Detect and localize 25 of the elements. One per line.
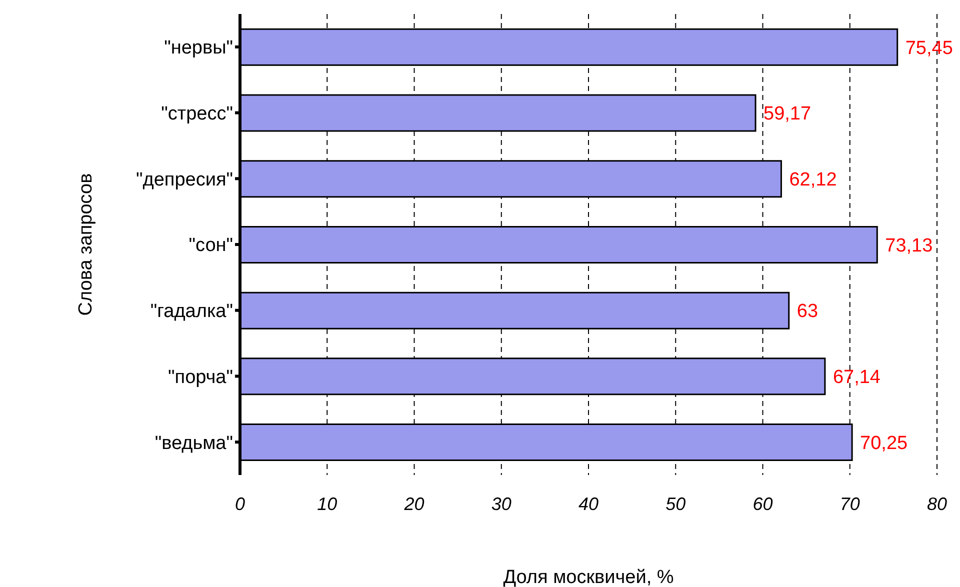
x-tick-label: 60 [752, 494, 773, 514]
data-label: 63 [796, 301, 818, 322]
y-tick-label: "нервы" [164, 38, 233, 59]
data-label: 59,17 [764, 104, 812, 125]
y-tick-label: "гадалка" [150, 301, 233, 322]
data-label: 73,13 [885, 235, 933, 256]
data-label: 62,12 [789, 170, 837, 191]
x-tick-label: 50 [666, 494, 686, 514]
y-tick-label: "сон" [188, 235, 233, 256]
y-tick-label: "порча" [168, 366, 233, 388]
data-label: 70,25 [860, 432, 908, 454]
x-tick-label: 10 [317, 494, 338, 514]
x-tick-label: 40 [578, 494, 599, 514]
x-axis-title: Доля москвичей, % [503, 567, 674, 587]
y-axis-title: Слова запросов [76, 173, 97, 316]
data-label: 75,45 [905, 38, 953, 59]
x-tick-label: 70 [840, 494, 860, 514]
x-tick-label: 30 [491, 494, 512, 514]
x-tick-label: 80 [926, 494, 948, 514]
x-tick-label: 0 [234, 494, 246, 514]
data-label: 67,14 [832, 367, 881, 388]
y-tick-label: "депресия" [136, 169, 233, 190]
y-tick-label: "ведьма" [154, 432, 233, 454]
x-tick-label: 20 [403, 494, 424, 514]
y-tick-label: "стресс" [161, 104, 233, 125]
